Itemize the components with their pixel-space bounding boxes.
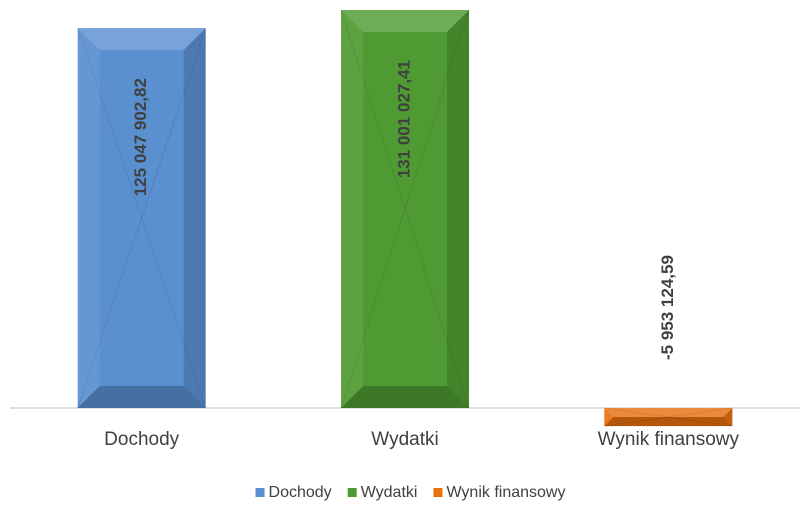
bar-bevel [340, 9, 470, 409]
legend-marker [255, 488, 265, 497]
bar-bevel [77, 27, 207, 409]
legend-label: Wydatki [361, 484, 418, 501]
bar-bevel [77, 28, 100, 408]
bar-bevel [604, 407, 733, 427]
bar-bevel [447, 10, 469, 408]
bar-bevel [77, 28, 206, 51]
bar-bevel [77, 386, 206, 408]
bar-bevel [604, 408, 614, 427]
bar-bevel [341, 386, 469, 408]
bar [341, 10, 469, 408]
data-label: 125 047 902,82 [131, 78, 150, 196]
legend-marker [347, 488, 357, 497]
x-tick-label: Wynik finansowy [598, 429, 740, 450]
data-label: -5 953 124,59 [658, 255, 677, 360]
bar [604, 408, 733, 427]
bar-bevel [604, 408, 733, 418]
data-label: 131 001 027,41 [394, 60, 413, 178]
bar-bevel [77, 27, 207, 409]
bar-bevel [604, 417, 733, 427]
legend: Dochody Wydatki Wynik finansowy [255, 484, 565, 501]
x-tick-label: Dochody [104, 429, 179, 450]
bar-bevel [723, 408, 733, 427]
bar-bevel [341, 10, 469, 32]
x-tick-label: Wydatki [371, 429, 438, 450]
legend-label: Dochody [269, 484, 332, 501]
bar [77, 28, 206, 408]
bar-bevel [341, 10, 363, 408]
legend-marker [433, 488, 443, 497]
bar-bevel [340, 9, 470, 409]
bar-bevel [183, 28, 206, 408]
legend-label: Wynik finansowy [446, 484, 565, 501]
bar-bevel [604, 407, 733, 427]
